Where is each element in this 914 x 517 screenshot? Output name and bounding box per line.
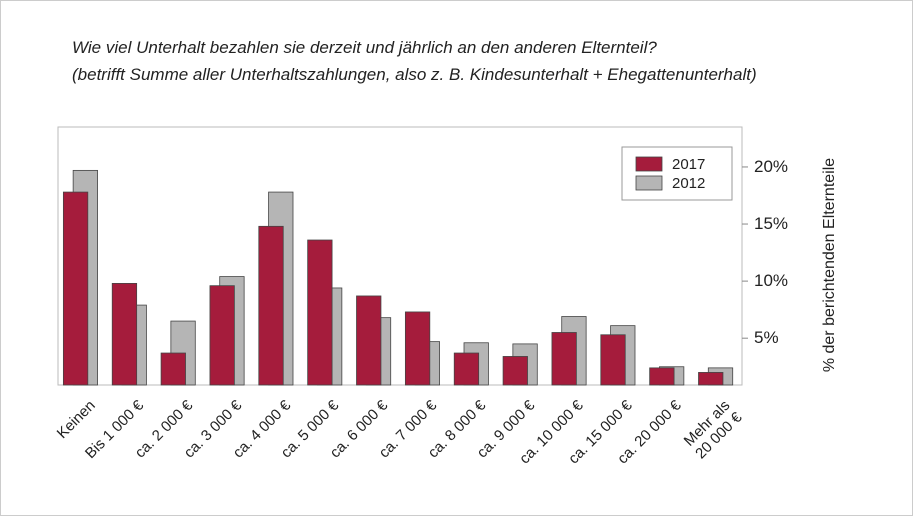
bar xyxy=(600,334,626,386)
y-tick-label: 20% xyxy=(754,157,788,176)
bar xyxy=(307,239,333,386)
y-tick-label: 5% xyxy=(754,328,779,347)
bar xyxy=(160,352,186,386)
y-tick-label: 15% xyxy=(754,214,788,233)
legend-box xyxy=(621,146,733,201)
bar xyxy=(453,352,480,386)
bar xyxy=(258,225,284,386)
chart-title: Wie viel Unterhalt bezahlen sie derzeit … xyxy=(72,38,657,57)
bar xyxy=(209,285,235,386)
bar xyxy=(551,332,577,386)
bar xyxy=(502,356,528,386)
bar xyxy=(404,311,431,386)
legend-swatch xyxy=(635,175,663,191)
bar xyxy=(356,295,382,386)
y-tick-label: 10% xyxy=(754,271,788,290)
bar xyxy=(111,282,138,386)
plot-area xyxy=(57,126,743,386)
legend-label: 2012 xyxy=(672,175,705,192)
bar xyxy=(649,367,675,386)
legend-swatch xyxy=(635,156,663,172)
legend-label: 2017 xyxy=(672,156,705,173)
bar xyxy=(698,372,724,386)
y-axis-label: % der berichtenden Elternteile xyxy=(821,158,838,372)
chart-subtitle: (betrifft Summe aller Unterhaltszahlunge… xyxy=(72,65,757,84)
bar xyxy=(62,191,89,386)
